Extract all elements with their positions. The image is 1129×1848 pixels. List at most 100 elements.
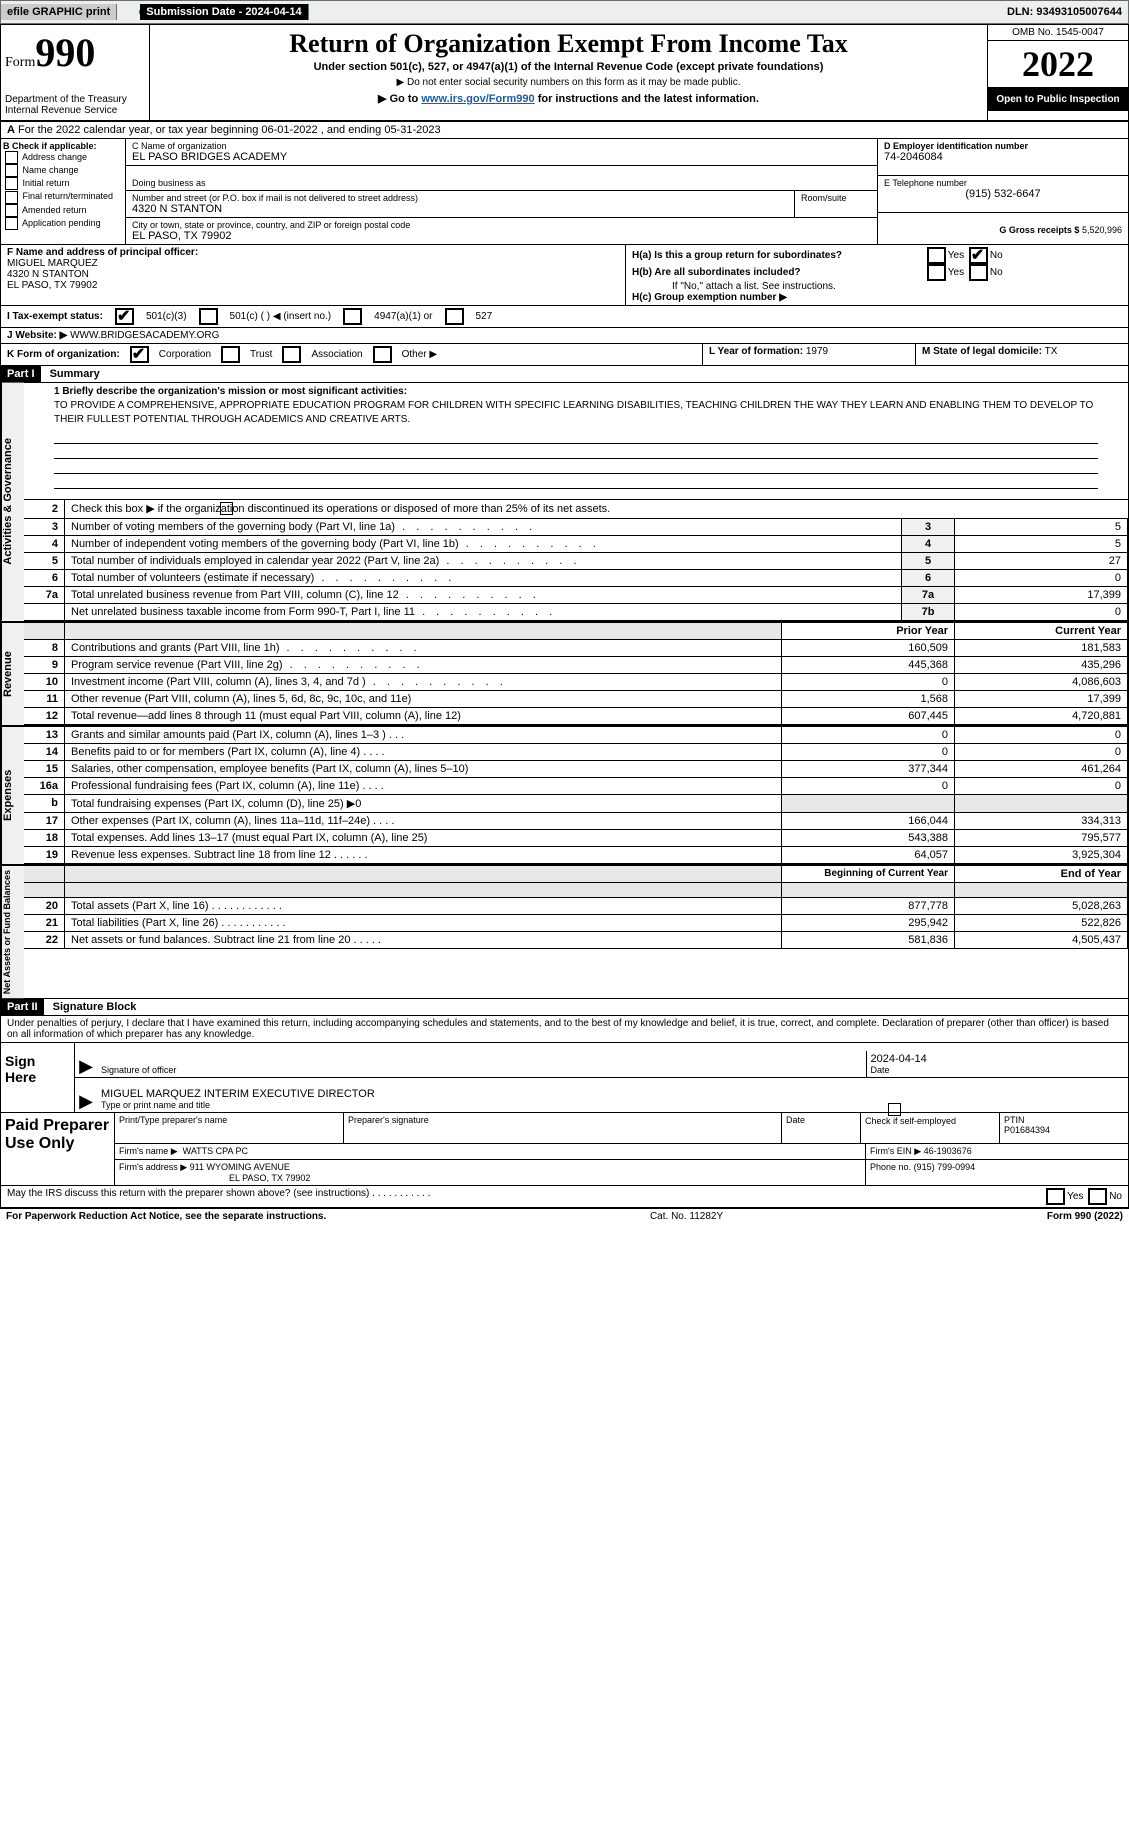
phone-cell: E Telephone number (915) 532-6647 <box>878 176 1128 213</box>
section-i: I Tax-exempt status: 501(c)(3) 501(c) ( … <box>1 306 1128 328</box>
expenses-table: 13Grants and similar amounts paid (Part … <box>24 727 1128 864</box>
ha-no-checkbox[interactable] <box>969 247 988 264</box>
hb-yes-checkbox[interactable] <box>927 264 946 281</box>
goto-post: for instructions and the latest informat… <box>535 93 759 105</box>
line-1-mission: 1 Briefly describe the organization's mi… <box>24 383 1128 429</box>
k-trust-checkbox[interactable] <box>221 346 240 363</box>
ha-label: H(a) Is this a group return for subordin… <box>632 250 922 261</box>
i-501c-checkbox[interactable] <box>199 308 218 325</box>
i-501c3-checkbox[interactable] <box>115 308 134 325</box>
may-yes-checkbox[interactable] <box>1046 1188 1065 1205</box>
revenue-section: Revenue Prior YearCurrent Year 8Contribu… <box>1 623 1128 727</box>
city-cell: City or town, state or province, country… <box>126 218 877 244</box>
k-label: K Form of organization: <box>7 349 120 360</box>
no-label: No <box>1109 1191 1122 1202</box>
line-17-desc: Other expenses (Part IX, column (A), lin… <box>65 812 782 829</box>
line-5-val: 27 <box>955 552 1128 569</box>
form-word: Form <box>5 55 35 70</box>
footer-left: For Paperwork Reduction Act Notice, see … <box>6 1211 326 1222</box>
sign-date-value: 2024-04-14 <box>871 1053 1125 1065</box>
revenue-table: Prior YearCurrent Year 8Contributions an… <box>24 623 1128 725</box>
line-3-val: 5 <box>955 518 1128 535</box>
i-527-checkbox[interactable] <box>445 308 464 325</box>
chk-application-pending[interactable]: Application pending <box>3 217 123 230</box>
dba-label: Doing business as <box>132 178 206 188</box>
chk-initial-return[interactable]: Initial return <box>3 177 123 190</box>
footer-mid: Cat. No. 11282Y <box>650 1211 723 1222</box>
line-20-desc: Total assets (Part X, line 16) . . . . .… <box>65 897 782 914</box>
line-19-prior: 64,057 <box>782 846 955 863</box>
self-employed-cell: Check if self-employed <box>861 1113 1000 1143</box>
line-22-current: 4,505,437 <box>955 931 1128 948</box>
form-title: Return of Organization Exempt From Incom… <box>158 29 979 59</box>
line-12-prior: 607,445 <box>782 707 955 724</box>
may-no-checkbox[interactable] <box>1088 1188 1107 1205</box>
k-other-checkbox[interactable] <box>373 346 392 363</box>
self-employed-checkbox[interactable] <box>888 1103 901 1116</box>
hb-note: If "No," attach a list. See instructions… <box>632 281 1122 292</box>
irs-link[interactable]: www.irs.gov/Form990 <box>421 93 534 105</box>
goto-pre: ▶ Go to <box>378 93 421 105</box>
section-d-e-g: D Employer identification number 74-2046… <box>877 139 1128 244</box>
line-20-prior: 877,778 <box>782 897 955 914</box>
line-14-desc: Benefits paid to or for members (Part IX… <box>65 743 782 760</box>
open-to-public: Open to Public Inspection <box>988 88 1128 111</box>
line-13-current: 0 <box>955 727 1128 744</box>
city-label: City or town, state or province, country… <box>132 220 410 230</box>
ein-cell: D Employer identification number 74-2046… <box>878 139 1128 176</box>
line-4-val: 5 <box>955 535 1128 552</box>
m-label: M State of legal domicile: <box>922 346 1042 357</box>
net-assets-section: Net Assets or Fund Balances Beginning of… <box>1 866 1128 999</box>
section-j: J Website: ▶ WWW.BRIDGESACADEMY.ORG <box>1 328 1128 344</box>
i-4947-checkbox[interactable] <box>343 308 362 325</box>
preparer-name-cell: Print/Type preparer's name <box>115 1113 344 1143</box>
hb-no-checkbox[interactable] <box>969 264 988 281</box>
i-4947-label: 4947(a)(1) or <box>374 311 432 322</box>
sign-here-block: Sign Here ▶ Signature of officer 2024-04… <box>1 1043 1128 1113</box>
officer-signature-field[interactable]: Signature of officer <box>97 1051 867 1077</box>
line-16b-current <box>955 794 1128 812</box>
tax-year-text: For the 2022 calendar year, or tax year … <box>18 124 441 136</box>
preparer-sig-cell[interactable]: Preparer's signature <box>344 1113 782 1143</box>
mission-label: 1 Briefly describe the organization's mi… <box>54 386 407 397</box>
chk-amended-return[interactable]: Amended return <box>3 204 123 217</box>
k-trust-label: Trust <box>250 349 272 360</box>
line-2-checkbox[interactable] <box>220 502 233 515</box>
chk-name-change[interactable]: Name change <box>3 164 123 177</box>
line-8-desc: Contributions and grants (Part VIII, lin… <box>65 639 782 656</box>
sign-date-field: 2024-04-14 Date <box>867 1051 1129 1077</box>
hc-label: H(c) Group exemption number ▶ <box>632 292 787 303</box>
chk-address-change[interactable]: Address change <box>3 151 123 164</box>
line-7b-desc: Net unrelated business taxable income fr… <box>65 603 902 620</box>
k-corp-checkbox[interactable] <box>130 346 149 363</box>
line-17-current: 334,313 <box>955 812 1128 829</box>
line-14-prior: 0 <box>782 743 955 760</box>
expenses-tab: Expenses <box>1 727 24 864</box>
footer-right: Form 990 (2022) <box>1047 1211 1123 1222</box>
submission-date-label: Submission Date - 2024-04-14 <box>140 4 308 20</box>
paid-preparer-block: Paid Preparer Use Only Print/Type prepar… <box>1 1113 1128 1186</box>
line-7a-num: 7a <box>902 586 955 603</box>
line-19-desc: Revenue less expenses. Subtract line 18 … <box>65 846 782 863</box>
efile-topbar: efile GRAPHIC print Submission Date - 20… <box>0 0 1129 24</box>
yes-label: Yes <box>948 267 964 278</box>
city-value: EL PASO, TX 79902 <box>132 230 871 242</box>
section-l: L Year of formation: 1979 <box>702 344 915 365</box>
line-2: Check this box ▶ if the organization dis… <box>65 500 1128 519</box>
dln-label: DLN: 93493105007644 <box>1001 4 1128 20</box>
omb-number: OMB No. 1545-0047 <box>988 25 1128 41</box>
line-11-prior: 1,568 <box>782 690 955 707</box>
website-value: WWW.BRIDGESACADEMY.ORG <box>70 330 219 341</box>
tax-year: 2022 <box>988 41 1128 88</box>
section-f-h: F Name and address of principal officer:… <box>1 245 1128 306</box>
chk-final-return[interactable]: Final return/terminated <box>3 190 123 203</box>
name-title-field: MIGUEL MARQUEZ INTERIM EXECUTIVE DIRECTO… <box>97 1086 1128 1112</box>
line-13-prior: 0 <box>782 727 955 744</box>
k-assoc-checkbox[interactable] <box>282 346 301 363</box>
prior-year-hdr: Prior Year <box>782 623 955 640</box>
firm-addr1: 911 WYOMING AVENUE <box>190 1162 290 1172</box>
k-other-label: Other ▶ <box>402 349 437 360</box>
ha-yes-checkbox[interactable] <box>927 247 946 264</box>
ptin-cell: PTINP01684394 <box>1000 1113 1128 1143</box>
no-ssn-notice: ▶ Do not enter social security numbers o… <box>158 77 979 88</box>
